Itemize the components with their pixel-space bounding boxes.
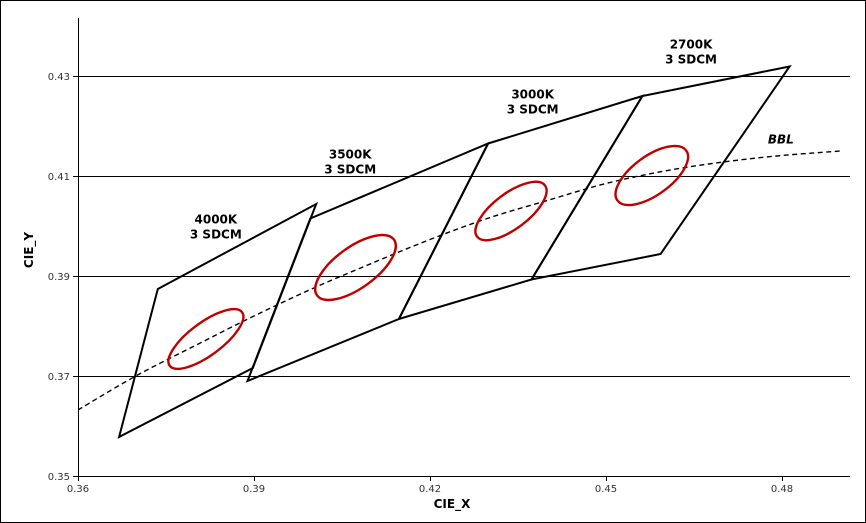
label-line: 3000K: [511, 88, 554, 102]
y-tick-label-4: 0.43: [48, 72, 70, 83]
label-line: 3 SDCM: [324, 163, 376, 177]
ellipse-3000k: [474, 180, 548, 242]
ellipse-3500k: [314, 233, 397, 302]
quadrangle-3500k: [245, 141, 491, 383]
x-tick-label-1: 0.39: [243, 484, 265, 495]
ellipse-2700k: [614, 144, 690, 207]
label-line: 4000K: [195, 213, 238, 227]
label-4000k: 4000K 3 SDCM: [190, 213, 242, 242]
label-line: 3 SDCM: [665, 53, 717, 67]
y-tick-label-0: 0.35: [48, 472, 70, 483]
x-tick-label-2: 0.42: [419, 484, 441, 495]
ellipse-4000k: [167, 307, 245, 371]
x-tick-label-4: 0.48: [771, 484, 793, 495]
label-3000k: 3000K 3 SDCM: [507, 88, 559, 117]
axes: [73, 18, 850, 481]
bbl-label: BBL: [768, 133, 794, 147]
bbl-curve-group: [78, 150, 841, 411]
bbl-curve: [78, 150, 841, 411]
quadrangle-2700k: [529, 65, 792, 281]
label-line: 2700K: [670, 38, 713, 52]
x-tick-label-3: 0.45: [595, 484, 617, 495]
label-line: 3500K: [329, 148, 372, 162]
y-tick-label-2: 0.39: [48, 272, 70, 283]
x-tick-label-0: 0.36: [67, 484, 89, 495]
quadrangles: [117, 65, 792, 439]
label-2700k: 2700K 3 SDCM: [665, 38, 717, 67]
macadam-ellipses: [167, 144, 690, 371]
tick-labels: 0.36 0.39 0.42 0.45 0.48 0.35 0.37 0.39 0.41 0.43: [48, 72, 793, 495]
quadrangle-4000k: [117, 201, 319, 439]
y-tick-label-3: 0.41: [48, 172, 70, 183]
y-tick-label-1: 0.37: [48, 372, 70, 383]
label-3500k: 3500K 3 SDCM: [324, 148, 376, 177]
label-line: 3 SDCM: [190, 228, 242, 242]
x-axis-label: CIE_X: [434, 497, 471, 512]
grid-lines: [78, 76, 850, 377]
label-line: 3 SDCM: [507, 103, 559, 117]
y-axis-label: CIE_Y: [22, 232, 37, 268]
